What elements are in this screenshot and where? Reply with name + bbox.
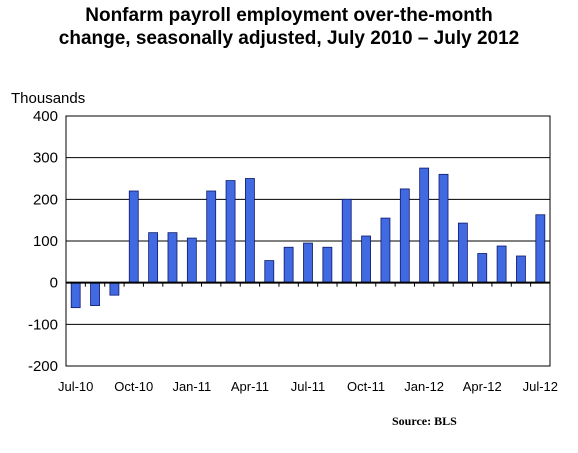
x-tick-label: Oct-10 (114, 379, 153, 394)
bar (283, 246, 294, 284)
bar (70, 282, 81, 309)
chart-title: Nonfarm payroll employment over-the-mont… (0, 4, 578, 50)
plot-frame (65, 115, 551, 367)
bar (477, 253, 488, 284)
bar (167, 232, 178, 284)
bar (535, 214, 546, 284)
x-tick-label: Jan-11 (172, 379, 211, 394)
y-axis-label: Thousands (11, 90, 85, 107)
y-tick-label: 100 (33, 233, 58, 250)
x-tick-label: Jul-12 (523, 379, 558, 394)
bar (361, 235, 371, 284)
bar (419, 167, 430, 284)
bar (496, 245, 507, 284)
bar (380, 217, 391, 284)
bar (225, 180, 236, 284)
x-tick-label: Jan-12 (404, 379, 444, 394)
bar (109, 282, 120, 296)
source-note: Source: BLS (392, 414, 457, 428)
bar (264, 260, 275, 284)
bar (399, 188, 410, 284)
x-tick-label: Apr-12 (463, 379, 502, 394)
y-tick-label: 200 (33, 191, 58, 208)
chart-title-line-2: change, seasonally adjusted, July 2010 –… (58, 28, 520, 49)
plot-area: -200 -100 0 100 200 300 400 Jul-10 Oct-10 Jan-11 A… (28, 108, 558, 394)
x-tick-label: Jul-11 (291, 379, 325, 394)
x-tick-label: Apr-11 (231, 379, 269, 394)
y-tick-label: -200 (28, 358, 58, 375)
y-tick-label: 300 (33, 150, 58, 167)
bar (322, 246, 333, 284)
bar (438, 173, 449, 284)
bar (148, 232, 159, 284)
x-tick-label: Jul-10 (58, 379, 93, 394)
y-tick-label: -100 (28, 316, 58, 333)
bar (245, 178, 255, 284)
bar (516, 255, 526, 284)
bar (90, 282, 100, 306)
bar (303, 242, 313, 284)
bar (457, 222, 468, 284)
bar (128, 190, 139, 284)
y-tick-label: 0 (50, 275, 58, 292)
bar (206, 190, 217, 284)
y-tick-label: 400 (33, 108, 58, 125)
chart-title-line-1: Nonfarm payroll employment over-the-mont… (85, 5, 493, 26)
x-tick-label: Oct-11 (347, 379, 385, 394)
bar (341, 198, 352, 284)
bar (186, 237, 197, 284)
